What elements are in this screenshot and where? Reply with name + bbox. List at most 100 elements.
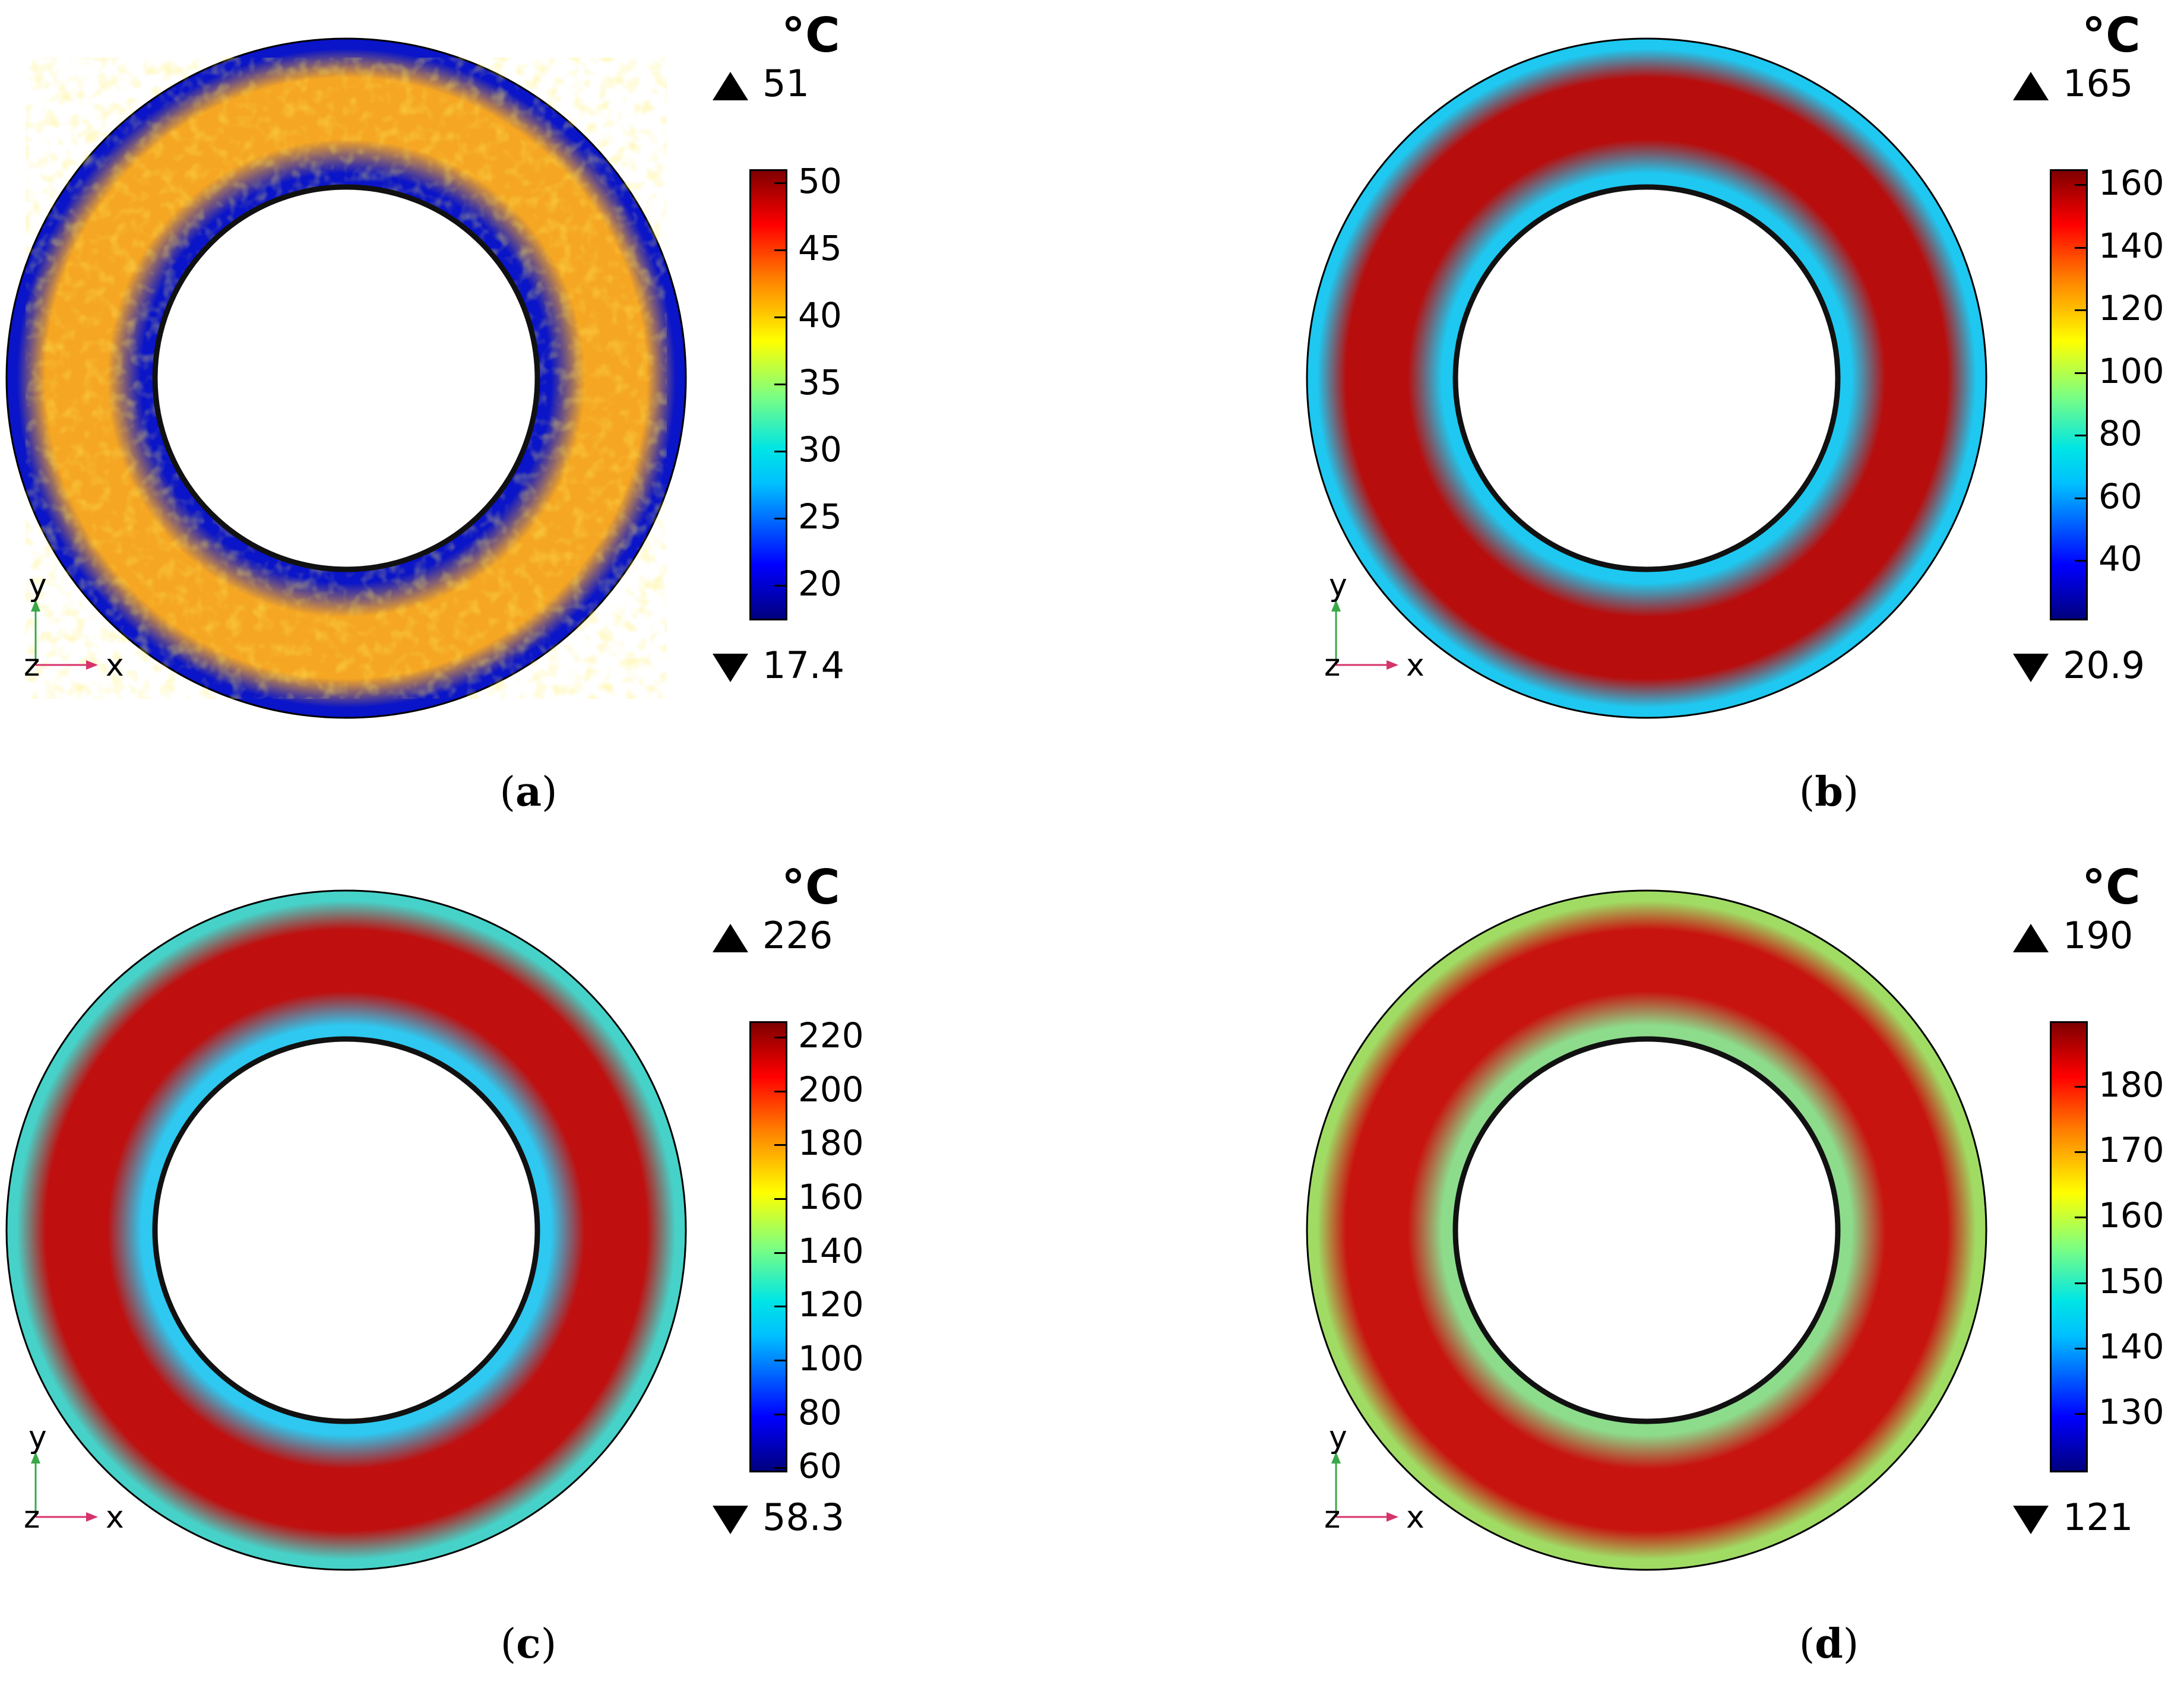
- max-triangle-icon: [713, 923, 748, 952]
- max-triangle-icon: [2013, 71, 2049, 100]
- tick-label: 120: [2098, 288, 2164, 329]
- caption-letter: b: [1815, 768, 1843, 816]
- tick-mark: [774, 585, 787, 587]
- panel-caption: (d): [1799, 1620, 1859, 1668]
- x-arrowhead-icon: [86, 1512, 98, 1522]
- tick-label: 160: [2098, 163, 2164, 204]
- max-indicator: 226: [713, 917, 833, 954]
- axis-triad: y z x: [1318, 568, 1437, 681]
- tick-label: 45: [798, 227, 842, 268]
- unit-label: °C: [2082, 860, 2141, 915]
- tick-label: 220: [798, 1015, 864, 1056]
- min-indicator: 17.4: [713, 647, 844, 684]
- temperature-disk: [1306, 889, 1987, 1571]
- max-indicator: 165: [2013, 65, 2133, 102]
- tick-mark: [2075, 497, 2088, 499]
- max-triangle-icon: [2013, 923, 2049, 952]
- colorbar-ticks: 180 170 160 150 140 130: [2075, 1021, 2184, 1472]
- min-triangle-icon: [2013, 653, 2049, 682]
- panel-c: y z x °C 226 220 200 180 160 140 120 100 80 60 58.…: [0, 852, 1092, 1701]
- axis-arrows: [1331, 600, 1398, 670]
- tick-mark: [2075, 1282, 2088, 1284]
- tick-mark: [2075, 435, 2088, 437]
- tick-mark: [2075, 560, 2088, 562]
- tick-label: 80: [2098, 413, 2142, 454]
- panel-caption: (c): [500, 1620, 557, 1668]
- min-triangle-icon: [713, 653, 748, 682]
- tick-label: 60: [2098, 476, 2142, 517]
- colorbar: [2050, 1021, 2088, 1472]
- unit-label: °C: [781, 8, 840, 63]
- tick-label: 100: [798, 1338, 864, 1379]
- min-triangle-icon: [2013, 1505, 2049, 1534]
- ring-inner-hole: [152, 184, 540, 572]
- tick-label: 150: [2098, 1260, 2164, 1301]
- tick-label: 80: [798, 1392, 842, 1433]
- tick-mark: [774, 1360, 787, 1362]
- tick-label: 130: [2098, 1391, 2164, 1432]
- axis-arrows: [1331, 1452, 1398, 1522]
- min-indicator: 58.3: [713, 1499, 844, 1536]
- x-axis-label: x: [1406, 1500, 1425, 1535]
- caption-letter: a: [515, 768, 542, 816]
- colorbar-ticks: 50 45 40 35 30 25 20: [774, 164, 966, 620]
- x-arrowhead-icon: [86, 660, 98, 670]
- colorbar: [749, 1021, 787, 1472]
- axis-arrows: [31, 600, 98, 670]
- x-axis-label: x: [1406, 648, 1425, 683]
- max-value: 165: [2063, 62, 2134, 105]
- tick-label: 140: [2098, 225, 2164, 266]
- tick-label: 60: [798, 1446, 842, 1487]
- y-arrowhead-icon: [31, 1452, 40, 1464]
- tick-label: 40: [798, 294, 842, 335]
- z-axis-label: z: [24, 648, 40, 683]
- y-arrowhead-icon: [1331, 600, 1341, 612]
- caption-letter: c: [516, 1620, 541, 1668]
- panel-a: y z x °C 51 50 45 40 35 30 25 20 17.4 (a): [0, 0, 1092, 849]
- tick-mark: [774, 1306, 787, 1308]
- tick-mark: [774, 316, 787, 318]
- colorbar-ticks: 220 200 180 160 140 120 100 80 60: [774, 1015, 966, 1483]
- tick-label: 200: [798, 1069, 864, 1110]
- tick-label: 50: [798, 160, 842, 201]
- tick-mark: [774, 182, 787, 184]
- panel-caption: (b): [1799, 768, 1859, 816]
- tick-label: 35: [798, 362, 842, 403]
- min-value: 20.9: [2063, 644, 2145, 687]
- min-triangle-icon: [713, 1505, 748, 1534]
- tick-mark: [2075, 1412, 2088, 1415]
- panel-caption: (a): [499, 768, 558, 816]
- tick-label: 160: [798, 1177, 864, 1218]
- tick-label: 160: [2098, 1195, 2164, 1236]
- axis-triad: y z x: [18, 1422, 137, 1533]
- tick-mark: [2075, 184, 2088, 186]
- colorbar: [2050, 169, 2088, 620]
- unit-label: °C: [781, 860, 840, 915]
- y-axis-label: y: [1329, 568, 1347, 603]
- max-value: 190: [2063, 914, 2134, 957]
- min-indicator: 20.9: [2013, 647, 2145, 684]
- ring-inner-hole: [1452, 1036, 1841, 1424]
- min-value: 58.3: [762, 1496, 845, 1539]
- tick-mark: [774, 1037, 787, 1039]
- unit-label: °C: [2082, 8, 2141, 63]
- tick-mark: [774, 383, 787, 385]
- max-indicator: 190: [2013, 917, 2133, 954]
- tick-mark: [2075, 1151, 2088, 1154]
- min-value: 121: [2063, 1496, 2134, 1539]
- tick-mark: [2075, 309, 2088, 312]
- tick-label: 40: [2098, 539, 2142, 579]
- tick-label: 180: [798, 1123, 864, 1164]
- tick-mark: [2075, 246, 2088, 249]
- tick-label: 140: [2098, 1326, 2164, 1367]
- tick-mark: [2075, 1217, 2088, 1219]
- max-value: 226: [762, 914, 833, 957]
- z-axis-label: z: [24, 1500, 40, 1535]
- max-indicator: 51: [713, 65, 809, 102]
- tick-mark: [774, 1090, 787, 1092]
- tick-mark: [774, 249, 787, 251]
- x-axis-label: x: [106, 1500, 124, 1535]
- colorbar-ticks: 160 140 120 100 80 60 40: [2075, 163, 2184, 620]
- y-axis-label: y: [29, 568, 47, 603]
- tick-label: 20: [798, 563, 842, 604]
